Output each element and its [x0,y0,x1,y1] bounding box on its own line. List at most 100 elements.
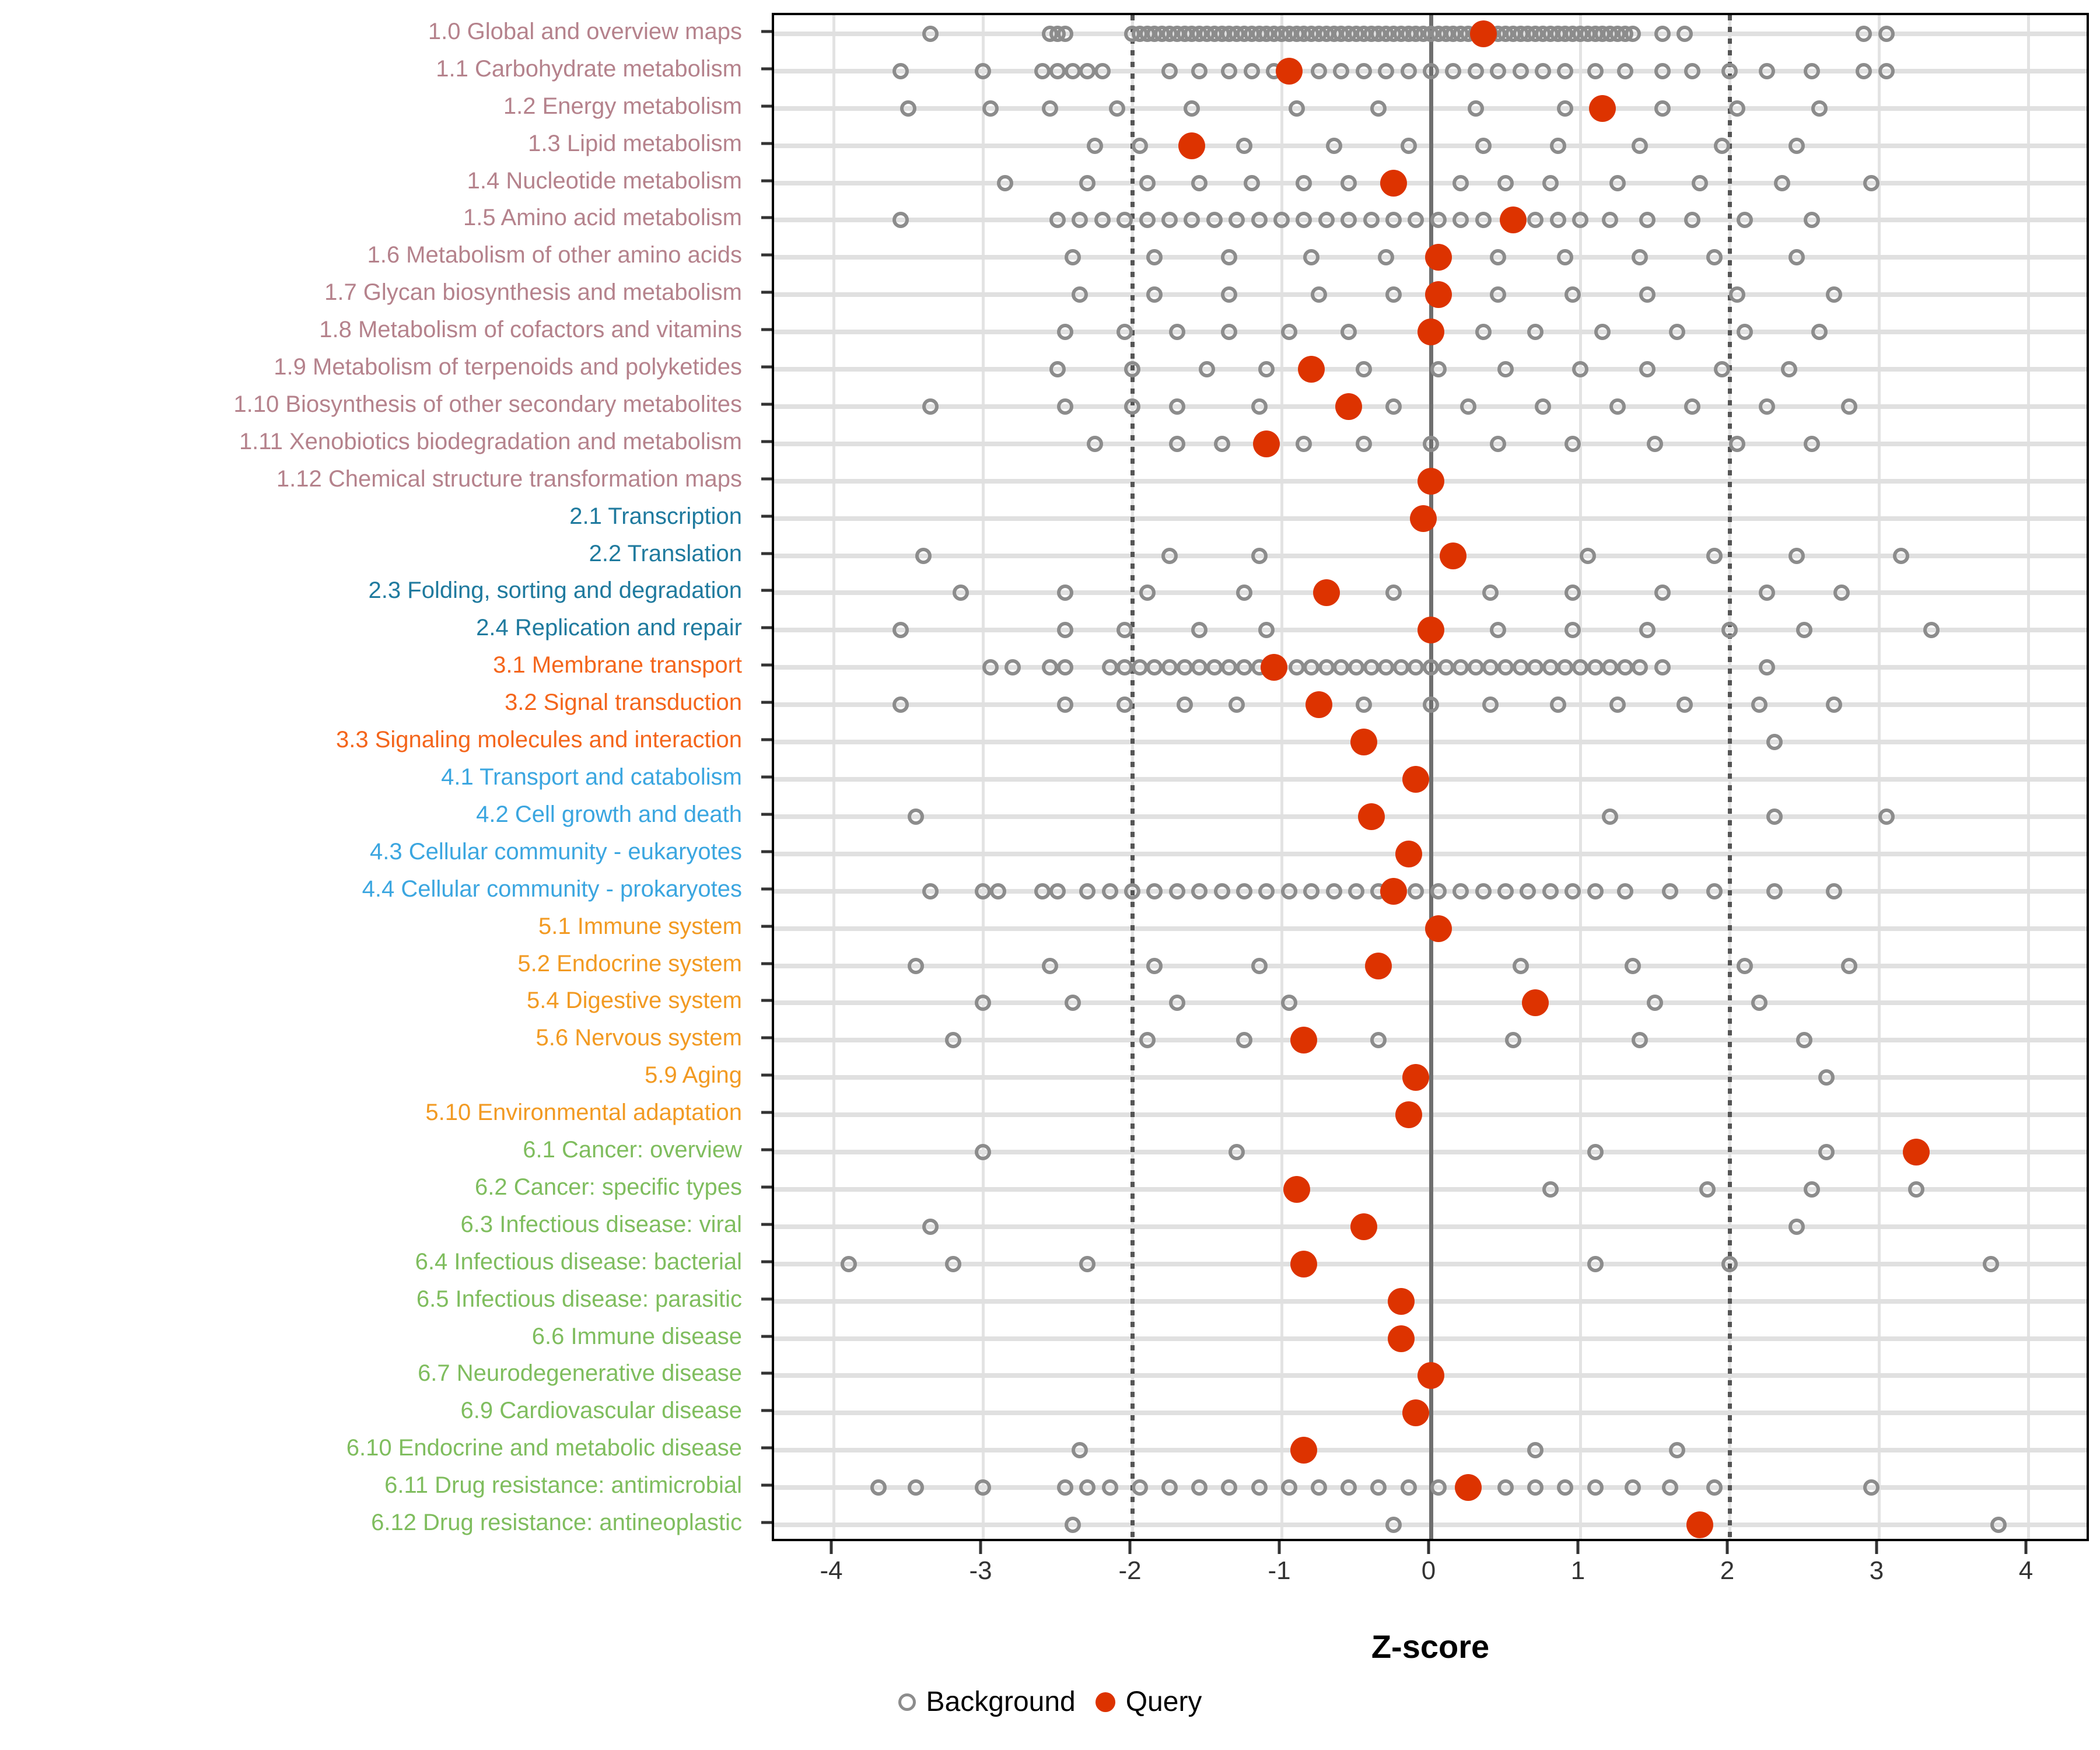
query-point[interactable] [1418,1362,1444,1390]
y-axis-tick-mark [761,701,772,704]
threshold-reference-line [1727,15,1732,1539]
query-point[interactable] [1290,1250,1318,1278]
background-point [1684,62,1700,79]
query-point[interactable] [1290,1437,1318,1464]
background-point [1005,659,1021,676]
background-point [1878,25,1895,42]
background-point [1042,659,1059,676]
query-point[interactable] [1522,989,1549,1017]
query-point[interactable] [1357,803,1385,830]
background-point [975,1144,991,1161]
query-point[interactable] [1306,691,1332,719]
query-point[interactable] [1178,132,1206,159]
query-point[interactable] [1455,1474,1482,1502]
y-axis-tick-label: 6.9 Cardiovascular disease [460,1398,742,1424]
background-point [1706,249,1723,266]
query-point[interactable] [1424,915,1452,942]
x-axis-tick-mark [1726,1541,1729,1554]
background-point [1557,659,1574,676]
query-point[interactable] [1298,356,1325,383]
background-point [1624,1479,1641,1496]
background-point [1184,100,1200,117]
background-point [1527,212,1544,229]
background-point [1094,212,1111,229]
background-point [1131,1479,1148,1496]
background-point [1803,435,1820,452]
background-point [1811,324,1828,341]
background-point [1355,435,1372,452]
background-point [1572,212,1588,229]
query-point[interactable] [1440,542,1467,569]
background-point [1355,696,1372,713]
query-point[interactable] [1365,952,1392,979]
background-point [1333,659,1350,676]
query-point[interactable] [1469,20,1497,47]
background-point [1348,659,1364,676]
background-point [1736,957,1753,974]
query-point[interactable] [1418,467,1444,495]
background-point [1736,212,1753,229]
background-point [1796,1032,1812,1049]
query-point[interactable] [1418,617,1444,644]
query-point[interactable] [1253,430,1280,457]
background-point [900,100,916,117]
x-axis: -4 -3 -2 -1 0 1 2 3 4 [772,1541,2089,1623]
x-axis-tick-label: -4 [820,1556,843,1585]
background-point [1452,883,1469,900]
query-point[interactable] [1499,206,1527,234]
y-axis-tick-mark [761,925,772,928]
query-point[interactable] [1686,1511,1713,1539]
query-point[interactable] [1402,1399,1430,1427]
query-point[interactable] [1350,729,1377,756]
background-point [944,1032,961,1049]
query-point[interactable] [1283,1175,1310,1203]
background-point [1497,659,1514,676]
background-point [1311,62,1327,79]
background-point [1348,883,1364,900]
query-point[interactable] [1290,1027,1318,1054]
legend-label-query: Query [1125,1686,1202,1717]
y-axis-tick-label: 4.2 Cell growth and death [476,801,742,827]
background-point [1116,622,1133,639]
y-axis-tick-label: 5.9 Aging [645,1062,742,1088]
query-point[interactable] [1424,244,1452,271]
query-point[interactable] [1312,579,1340,607]
background-point [1520,883,1536,900]
query-point[interactable] [1275,57,1303,85]
background-point [1818,1144,1835,1161]
background-point [1766,734,1783,751]
query-point[interactable] [1380,877,1407,905]
query-point[interactable] [1903,1139,1930,1166]
background-point [1228,1144,1245,1161]
query-point[interactable] [1589,94,1616,122]
query-point[interactable] [1387,1287,1415,1315]
query-point[interactable] [1395,1101,1422,1129]
y-axis-tick-mark [761,1073,772,1077]
query-point[interactable] [1410,505,1437,532]
background-point [1616,659,1633,676]
query-point[interactable] [1402,766,1430,793]
query-point[interactable] [1380,169,1407,197]
query-point[interactable] [1387,1325,1415,1352]
query-point[interactable] [1402,1064,1430,1091]
background-point [1168,883,1185,900]
query-point[interactable] [1424,281,1452,309]
background-point [1497,361,1514,378]
background-point [1594,324,1611,341]
background-point [1213,435,1230,452]
background-point [1587,1255,1604,1272]
background-point [1751,995,1768,1012]
background-point [1923,622,1940,639]
query-point[interactable] [1335,393,1363,420]
background-point [1228,212,1245,229]
background-point [1654,584,1671,601]
y-axis-tick-mark [761,328,772,331]
background-point [1788,1218,1805,1235]
query-point[interactable] [1395,840,1422,867]
background-point [1639,212,1656,229]
query-point[interactable] [1261,654,1288,681]
y-axis-tick-mark [761,402,772,406]
background-point [1072,212,1088,229]
query-point[interactable] [1350,1213,1377,1240]
query-point[interactable] [1418,318,1444,346]
